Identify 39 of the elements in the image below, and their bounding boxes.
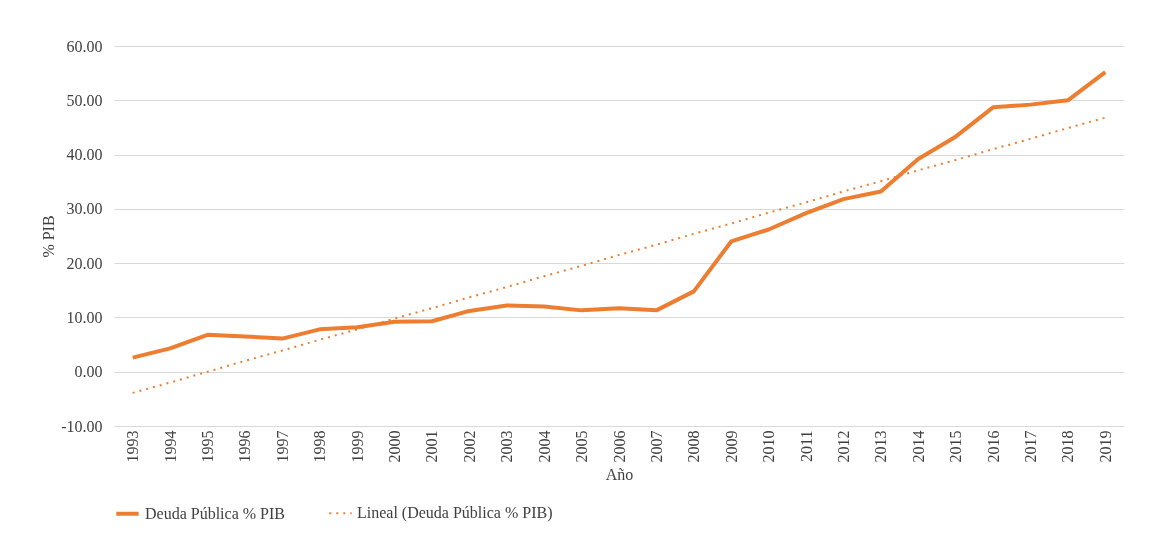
x-tick-label: 1996 (236, 430, 254, 463)
x-tick-label: 2005 (573, 430, 591, 463)
x-tick-label: 2014 (909, 430, 927, 463)
x-tick-label: 2019 (1096, 430, 1114, 463)
x-tick-label: 1998 (311, 430, 329, 463)
x-tick-label: 1999 (348, 430, 366, 463)
x-tick-label: 2007 (647, 430, 665, 463)
y-tick-label: -10.00 (61, 417, 103, 435)
y-tick-label: 30.00 (66, 200, 103, 218)
x-tick-label: 2002 (460, 430, 478, 463)
y-tick-label: 20.00 (66, 254, 103, 272)
x-tick-label: 2004 (535, 430, 553, 463)
y-tick-label: 40.00 (66, 146, 103, 164)
x-axis-title: Año (605, 465, 634, 483)
x-tick-label: 2001 (423, 430, 441, 463)
x-tick-label: 2012 (834, 430, 852, 463)
x-tick-label: 2015 (947, 430, 965, 463)
y-tick-label: 0.00 (74, 363, 103, 381)
y-tick-label: 10.00 (66, 308, 103, 326)
x-tick-label: 1995 (199, 430, 217, 463)
x-tick-label: 2016 (984, 430, 1002, 463)
x-tick-label: 2018 (1059, 430, 1077, 463)
x-tick-label: 1993 (124, 430, 142, 463)
legend-label: Deuda Pública % PIB (145, 504, 285, 522)
x-tick-label: 2010 (760, 430, 778, 463)
x-tick-label: 2003 (498, 430, 516, 463)
x-tick-label: 2000 (386, 430, 404, 463)
x-tick-label: 2008 (685, 430, 703, 463)
x-tick-label: 2011 (797, 430, 815, 462)
legend-label: Lineal (Deuda Pública % PIB) (357, 504, 553, 523)
x-tick-label: 1997 (273, 430, 291, 463)
y-axis-title: % PIB (40, 215, 58, 258)
y-tick-label: 60.00 (66, 37, 103, 55)
y-tick-label: 50.00 (66, 91, 103, 109)
x-tick-label: 1994 (161, 430, 179, 463)
x-tick-label: 2006 (610, 430, 628, 463)
x-tick-label: 2009 (722, 430, 740, 463)
x-tick-label: 2017 (1021, 430, 1039, 463)
x-tick-label: 2013 (872, 430, 890, 463)
